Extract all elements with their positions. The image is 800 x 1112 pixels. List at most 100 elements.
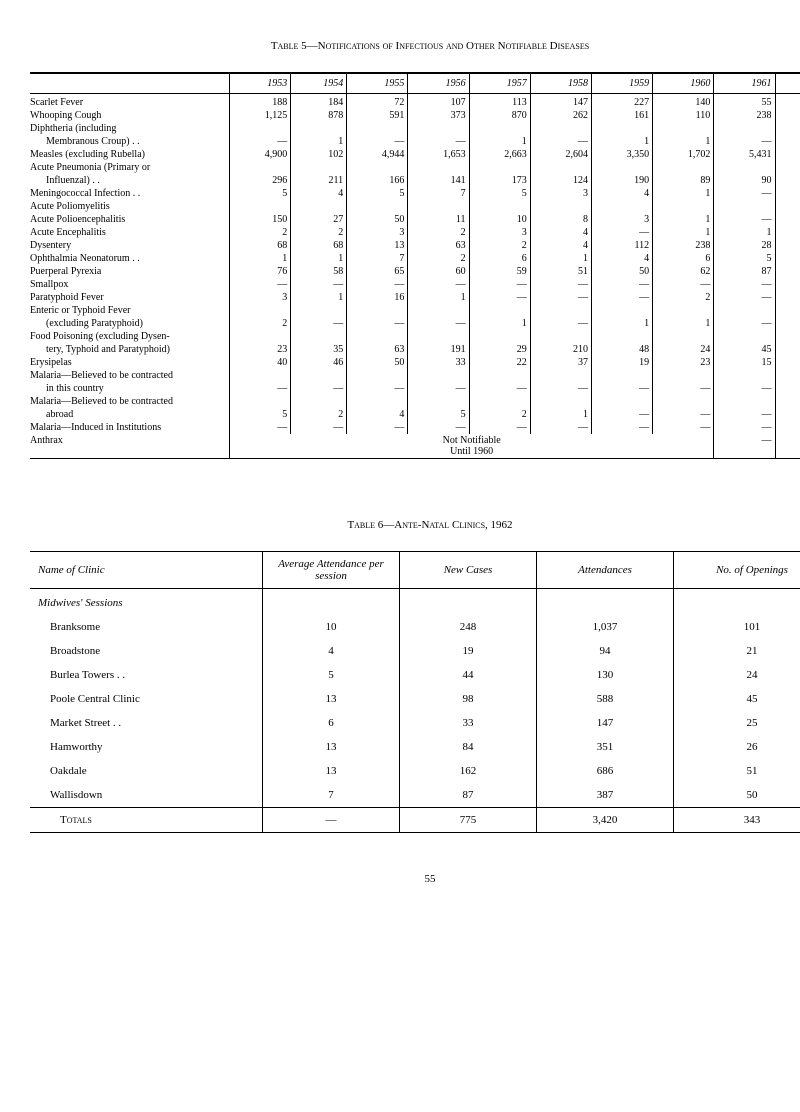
cell: 4 — [347, 408, 408, 421]
cell: 84 — [400, 735, 537, 759]
cell: 27 — [291, 213, 347, 226]
cell: — — [653, 421, 714, 434]
cell: 238 — [714, 109, 775, 122]
cell: — — [714, 408, 775, 421]
cell: 1 — [591, 135, 652, 148]
cell — [408, 304, 469, 317]
cell: 588 — [537, 687, 674, 711]
cell — [775, 369, 800, 382]
cell: — — [291, 421, 347, 434]
table-row: Smallpox—————————— — [30, 278, 800, 291]
cell: — — [469, 278, 530, 291]
row-label: Acute Pneumonia (Primary or — [30, 161, 230, 174]
cell — [714, 200, 775, 213]
cell: 50 — [674, 783, 800, 808]
cell: 38 — [775, 109, 800, 122]
cell: — — [408, 135, 469, 148]
cell: 191 — [408, 343, 469, 356]
cell: 3 — [230, 291, 291, 304]
cell: — — [291, 382, 347, 395]
row-label: Hamworthy — [30, 735, 263, 759]
cell: 89 — [653, 174, 714, 187]
cell — [653, 304, 714, 317]
cell: 11 — [408, 213, 469, 226]
cell: 7 — [263, 783, 400, 808]
cell — [347, 122, 408, 135]
cell: 21 — [674, 639, 800, 663]
cell: 1,125 — [230, 109, 291, 122]
cell — [469, 304, 530, 317]
cell: — — [408, 382, 469, 395]
cell: 13 — [775, 356, 800, 369]
row-label: Enteric or Typhoid Fever — [30, 304, 230, 317]
cell: 1 — [653, 135, 714, 148]
row-label: Acute Encephalitis — [30, 226, 230, 239]
cell: 1 — [469, 135, 530, 148]
cell: 50 — [347, 356, 408, 369]
row-label: Acute Polioencephalitis — [30, 213, 230, 226]
cell: 1 — [775, 291, 800, 304]
cell: 60 — [408, 265, 469, 278]
cell — [469, 395, 530, 408]
cell: 6 — [469, 252, 530, 265]
t6-totals-3: 343 — [674, 808, 800, 833]
cell — [347, 200, 408, 213]
cell: — — [714, 421, 775, 434]
cell: — — [469, 382, 530, 395]
table-row: Ophthalmia Neonatorum . .1172614651 — [30, 252, 800, 265]
cell: 10 — [263, 615, 400, 639]
cell — [537, 589, 674, 616]
row-label: Market Street . . — [30, 711, 263, 735]
year-1955: 1955 — [347, 74, 408, 94]
table6-caption: Table 6—Ante-Natal Clinics, 1962 — [30, 519, 800, 531]
row-label: Membranous Croup) . . — [30, 135, 230, 148]
cell: 4 — [530, 226, 591, 239]
cell: 113 — [469, 94, 530, 110]
cell — [530, 369, 591, 382]
t6-h-new: New Cases — [400, 552, 537, 589]
cell: 4 — [530, 239, 591, 252]
cell: 37 — [530, 356, 591, 369]
table-row: Wallisdown78738750 — [30, 783, 800, 808]
cell — [530, 122, 591, 135]
cell — [714, 369, 775, 382]
row-label: Anthrax — [30, 434, 230, 459]
cell: 51 — [674, 759, 800, 783]
cell — [653, 200, 714, 213]
cell: 3 — [775, 226, 800, 239]
year-1954: 1954 — [291, 74, 347, 94]
cell — [530, 161, 591, 174]
row-label: Dysentery — [30, 239, 230, 252]
cell — [408, 200, 469, 213]
cell: 2 — [230, 226, 291, 239]
cell — [674, 589, 800, 616]
cell: 26 — [674, 735, 800, 759]
cell: 2 — [291, 226, 347, 239]
cell: 141 — [408, 174, 469, 187]
table6-section-row: Midwives' Sessions — [30, 589, 800, 616]
cell: 25 — [674, 711, 800, 735]
cell: 13 — [263, 759, 400, 783]
cell: 5 — [230, 408, 291, 421]
cell — [653, 330, 714, 343]
cell: 13 — [263, 735, 400, 759]
cell — [653, 161, 714, 174]
row-label: Influenzal) . . — [30, 174, 230, 187]
cell: 8 — [530, 213, 591, 226]
cell: 5 — [263, 663, 400, 687]
cell: 4,900 — [230, 148, 291, 161]
cell: 62 — [653, 265, 714, 278]
cell — [653, 369, 714, 382]
table-row: Puerperal Pyrexia765865605951506287118 — [30, 265, 800, 278]
cell — [291, 161, 347, 174]
cell: 72 — [347, 94, 408, 110]
cell: 118 — [775, 265, 800, 278]
cell — [408, 395, 469, 408]
cell: 44 — [400, 663, 537, 687]
cell: 1 — [653, 317, 714, 330]
table-row: Diphtheria (including — [30, 122, 800, 135]
page-number: 55 — [30, 873, 800, 885]
cell — [469, 161, 530, 174]
row-label: Smallpox — [30, 278, 230, 291]
cell: 10 — [469, 213, 530, 226]
